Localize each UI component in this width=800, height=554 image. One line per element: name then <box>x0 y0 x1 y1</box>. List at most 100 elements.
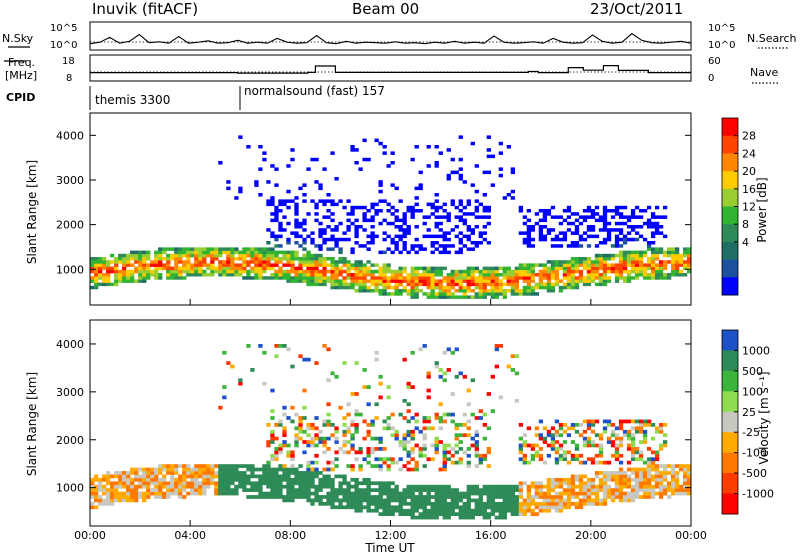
heatmap-cell <box>366 209 371 213</box>
heatmap-cell <box>586 215 592 219</box>
heatmap-cell <box>546 433 552 438</box>
heatmap-cell <box>270 467 275 472</box>
heatmap-cell <box>446 491 451 496</box>
heatmap-cell <box>310 237 315 242</box>
heatmap-cell <box>414 237 419 242</box>
heatmap-cell <box>142 481 147 486</box>
heatmap-cell <box>330 276 335 280</box>
heatmap-cell <box>334 244 339 248</box>
heatmap-cell <box>494 289 499 293</box>
heatmap-cell <box>554 495 560 499</box>
heatmap-cell <box>422 453 427 458</box>
heatmap-cell <box>466 266 471 271</box>
heatmap-cell <box>610 263 616 267</box>
heatmap-cell <box>238 474 243 479</box>
heatmap-cell <box>606 263 612 267</box>
heatmap-cell <box>138 495 143 499</box>
heatmap-cell <box>122 471 127 475</box>
heatmap-cell <box>574 269 580 274</box>
heatmap-cell <box>282 443 287 448</box>
heatmap-cell <box>310 253 315 258</box>
heatmap-cell <box>422 269 427 274</box>
heatmap-cell <box>274 474 279 479</box>
heatmap-cell <box>522 269 528 274</box>
heatmap-cell <box>310 279 315 283</box>
heatmap-cell <box>666 276 672 280</box>
heatmap-cell <box>186 260 191 264</box>
heatmap-cell <box>390 488 395 492</box>
heatmap-cell <box>222 250 227 255</box>
heatmap-cell <box>366 247 371 251</box>
heatmap-cell <box>426 371 431 376</box>
heatmap-cell <box>418 276 423 280</box>
cpid-panel: themis 3300 normalsound (fast) 157 <box>89 84 385 110</box>
heatmap-cell <box>222 263 227 267</box>
heatmap-cell <box>234 263 239 267</box>
heatmap-cell <box>150 260 155 264</box>
heatmap-cell <box>442 350 447 355</box>
heatmap-cell <box>294 495 299 499</box>
heatmap-cell <box>558 279 564 283</box>
heatmap-cell <box>486 464 491 468</box>
heatmap-cell <box>662 276 668 280</box>
heatmap-cell <box>90 279 95 283</box>
heatmap-cell <box>658 247 664 251</box>
heatmap-cell <box>382 491 387 496</box>
heatmap-cell <box>430 202 435 207</box>
heatmap-cell <box>634 237 640 242</box>
heatmap-cell <box>270 250 275 255</box>
heatmap-cell <box>598 241 604 245</box>
heatmap-cell <box>298 481 303 486</box>
heatmap-cell <box>458 241 463 245</box>
heatmap-cell <box>266 477 271 482</box>
heatmap-cell <box>498 512 503 517</box>
heatmap-cell <box>94 495 99 499</box>
heatmap-cell <box>618 244 624 248</box>
heatmap-cell <box>326 460 331 465</box>
heatmap-cell <box>478 241 483 245</box>
heatmap-cell <box>550 426 556 431</box>
heatmap-cell <box>102 279 107 283</box>
heatmap-cell <box>450 269 455 274</box>
heatmap-cell <box>478 498 483 503</box>
heatmap-cell <box>270 416 275 420</box>
heatmap-cell <box>634 273 640 277</box>
heatmap-cell <box>494 276 499 280</box>
heatmap-cell <box>318 429 323 434</box>
heatmap-cell <box>466 484 471 489</box>
heatmap-cell <box>678 263 684 267</box>
heatmap-cell <box>306 464 311 468</box>
heatmap-cell <box>550 215 556 219</box>
heatmap-cell <box>466 464 471 468</box>
heatmap-cell <box>634 488 640 492</box>
heatmap-cell <box>474 433 479 438</box>
heatmap-cell <box>498 395 503 400</box>
heatmap-cell <box>518 481 524 486</box>
heatmap-cell <box>262 266 267 271</box>
heatmap-cell <box>418 505 423 510</box>
heatmap-cell <box>314 433 319 438</box>
heatmap-cell <box>534 481 540 486</box>
heatmap-cell <box>434 209 439 213</box>
heatmap-cell <box>562 260 568 264</box>
heatmap-cell <box>426 234 431 239</box>
heatmap-cell <box>378 505 383 510</box>
heatmap-cell <box>378 183 383 187</box>
heatmap-cell <box>370 508 375 513</box>
heatmap-cell <box>334 495 339 499</box>
heatmap-cell <box>366 477 371 482</box>
heatmap-cell <box>362 218 367 223</box>
heatmap-cell <box>462 515 467 520</box>
heatmap-cell <box>430 484 435 489</box>
heatmap-cell <box>550 477 556 482</box>
heatmap-cell <box>190 269 195 274</box>
heatmap-cell <box>214 491 219 496</box>
heatmap-cell <box>322 269 327 274</box>
heatmap-cell <box>94 474 99 479</box>
heatmap-cell <box>550 440 556 444</box>
heatmap-cell <box>530 285 536 290</box>
heatmap-cell <box>254 276 259 280</box>
heatmap-cell <box>522 279 528 283</box>
heatmap-cell <box>462 289 467 293</box>
heatmap-cell <box>302 495 307 499</box>
